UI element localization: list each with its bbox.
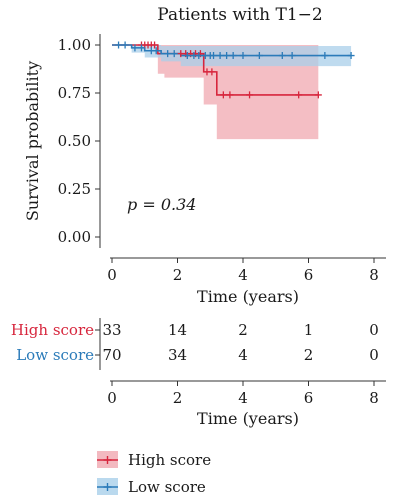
risk-count: 34 (168, 346, 187, 364)
legend-entry-high-score: High score (97, 451, 211, 469)
risk-count: 2 (304, 346, 314, 364)
risk-count: 70 (102, 346, 121, 364)
legend-label: High score (128, 451, 211, 469)
risk-table-x-ticks: 0 2 4 6 8 (107, 381, 379, 407)
y-tick-label: 1.00 (58, 36, 91, 54)
x-tick-label: 8 (369, 389, 379, 407)
risk-count: 0 (369, 346, 379, 364)
censor-mark (121, 41, 129, 49)
y-tick-label: 0.50 (58, 132, 91, 150)
x-tick-label: 8 (369, 266, 379, 284)
x-tick-label: 6 (304, 389, 314, 407)
x-tick-label: 4 (238, 266, 248, 284)
censor-mark (246, 91, 254, 99)
x-tick-label: 6 (304, 266, 314, 284)
censor-mark (226, 91, 234, 99)
x-tick-label: 2 (173, 389, 183, 407)
censor-mark (137, 44, 145, 52)
censor-mark (239, 52, 247, 60)
risk-count: 1 (304, 321, 314, 339)
y-tick-label: 0.75 (58, 84, 91, 102)
censor-mark (210, 52, 218, 60)
censor-mark (314, 91, 322, 99)
risk-table-rows: High score 33 14 2 1 0 Low score 70 34 4 2 0 (11, 321, 379, 364)
legend-entry-low-score: Low score (97, 478, 206, 496)
risk-count: 2 (238, 321, 248, 339)
risk-count: 4 (238, 346, 248, 364)
y-tick-label: 0.25 (58, 180, 91, 198)
y-tick-label: 0.00 (58, 228, 91, 246)
risk-count: 0 (369, 321, 379, 339)
censor-mark (219, 91, 227, 99)
x-tick-label: 0 (107, 266, 117, 284)
censor-mark (288, 52, 296, 60)
censor-marks (115, 41, 355, 99)
x-tick-label: 4 (238, 389, 248, 407)
x-axis-ticks: 0 2 4 6 8 (107, 258, 379, 284)
censor-mark (229, 52, 237, 60)
y-axis-label: Survival probability (23, 61, 42, 221)
censor-mark (223, 52, 231, 60)
y-axis-ticks: 0.00 0.25 0.50 0.75 1.00 (58, 36, 100, 246)
censor-mark (151, 41, 159, 49)
censor-mark (321, 52, 329, 60)
ci-band-high-score (112, 45, 319, 140)
censor-mark (195, 52, 203, 60)
risk-row-label: High score (11, 321, 94, 339)
censor-mark (255, 52, 263, 60)
censor-mark (216, 52, 224, 60)
risk-row-label: Low score (16, 346, 94, 364)
confidence-bands (112, 45, 352, 140)
risk-table-x-axis-label: Time (years) (197, 409, 299, 428)
censor-mark (164, 50, 172, 58)
x-tick-label: 0 (107, 389, 117, 407)
legend-censor-mark (103, 456, 112, 464)
x-tick-label: 2 (173, 266, 183, 284)
risk-count: 33 (102, 321, 121, 339)
censor-mark (115, 41, 123, 49)
censor-mark (170, 50, 178, 58)
legend-censor-mark (103, 483, 112, 491)
censor-mark (347, 52, 355, 60)
legend: High score Low score (97, 451, 211, 496)
censor-mark (183, 52, 191, 60)
censor-mark (295, 91, 303, 99)
legend-label: Low score (128, 478, 206, 496)
censor-mark (131, 44, 139, 52)
censor-mark (152, 47, 160, 55)
x-axis-label: Time (years) (197, 287, 299, 306)
risk-count: 14 (168, 321, 187, 339)
censor-mark (208, 68, 216, 76)
censor-mark (278, 52, 286, 60)
chart-title: Patients with T1−2 (157, 5, 322, 25)
p-value-annotation: p = 0.34 (127, 195, 196, 214)
